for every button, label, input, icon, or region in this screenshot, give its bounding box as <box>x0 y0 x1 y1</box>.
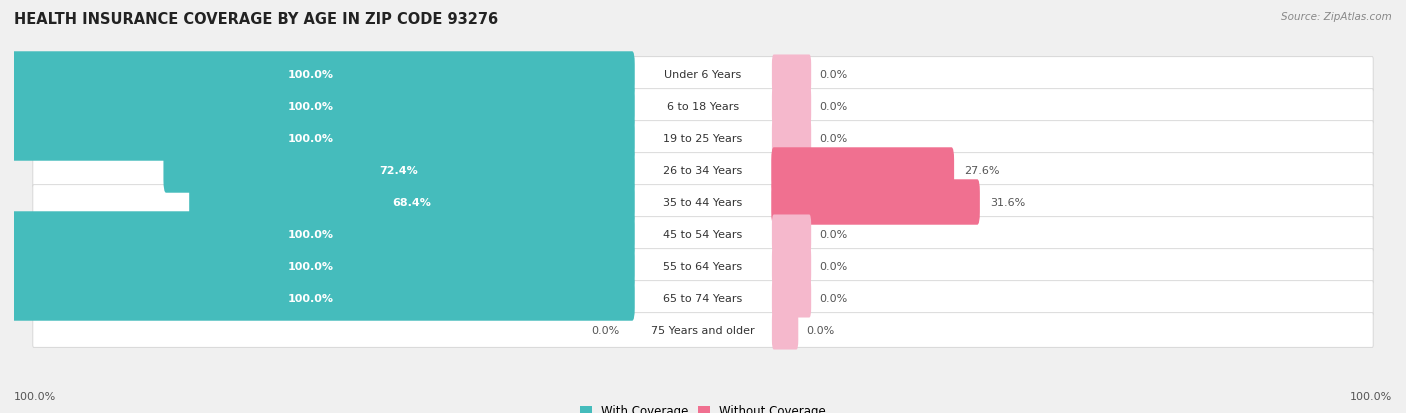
Text: 100.0%: 100.0% <box>287 293 333 303</box>
Text: Source: ZipAtlas.com: Source: ZipAtlas.com <box>1281 12 1392 22</box>
FancyBboxPatch shape <box>32 90 1374 124</box>
FancyBboxPatch shape <box>32 185 1374 220</box>
Text: 0.0%: 0.0% <box>818 70 848 80</box>
Text: 31.6%: 31.6% <box>990 197 1025 207</box>
Text: 19 to 25 Years: 19 to 25 Years <box>664 134 742 144</box>
Text: 100.0%: 100.0% <box>287 134 333 144</box>
FancyBboxPatch shape <box>32 249 1374 284</box>
FancyBboxPatch shape <box>32 121 1374 156</box>
FancyBboxPatch shape <box>0 52 634 97</box>
FancyBboxPatch shape <box>32 57 1374 92</box>
FancyBboxPatch shape <box>772 215 811 254</box>
FancyBboxPatch shape <box>772 180 980 225</box>
FancyBboxPatch shape <box>0 116 634 161</box>
FancyBboxPatch shape <box>772 119 811 158</box>
FancyBboxPatch shape <box>32 153 1374 188</box>
Text: Under 6 Years: Under 6 Years <box>665 70 741 80</box>
FancyBboxPatch shape <box>772 87 811 126</box>
Text: 6 to 18 Years: 6 to 18 Years <box>666 102 740 112</box>
Text: 72.4%: 72.4% <box>380 166 419 176</box>
FancyBboxPatch shape <box>0 244 634 289</box>
Text: 27.6%: 27.6% <box>965 166 1000 176</box>
Text: 100.0%: 100.0% <box>287 230 333 240</box>
Text: 100.0%: 100.0% <box>287 70 333 80</box>
Legend: With Coverage, Without Coverage: With Coverage, Without Coverage <box>575 400 831 413</box>
Text: 0.0%: 0.0% <box>591 325 619 335</box>
Text: 75 Years and older: 75 Years and older <box>651 325 755 335</box>
FancyBboxPatch shape <box>0 275 634 321</box>
FancyBboxPatch shape <box>32 217 1374 252</box>
FancyBboxPatch shape <box>772 279 811 318</box>
FancyBboxPatch shape <box>0 84 634 129</box>
Text: 68.4%: 68.4% <box>392 197 432 207</box>
FancyBboxPatch shape <box>772 311 799 350</box>
Text: 55 to 64 Years: 55 to 64 Years <box>664 261 742 271</box>
FancyBboxPatch shape <box>0 212 634 257</box>
Text: 0.0%: 0.0% <box>818 230 848 240</box>
Text: 100.0%: 100.0% <box>287 102 333 112</box>
Text: 100.0%: 100.0% <box>287 261 333 271</box>
Text: 35 to 44 Years: 35 to 44 Years <box>664 197 742 207</box>
FancyBboxPatch shape <box>772 55 811 94</box>
Text: 100.0%: 100.0% <box>1350 392 1392 401</box>
Text: 26 to 34 Years: 26 to 34 Years <box>664 166 742 176</box>
FancyBboxPatch shape <box>772 247 811 286</box>
FancyBboxPatch shape <box>772 148 955 193</box>
Text: 0.0%: 0.0% <box>818 102 848 112</box>
FancyBboxPatch shape <box>32 281 1374 316</box>
Text: 45 to 54 Years: 45 to 54 Years <box>664 230 742 240</box>
FancyBboxPatch shape <box>32 313 1374 347</box>
Text: 65 to 74 Years: 65 to 74 Years <box>664 293 742 303</box>
Text: HEALTH INSURANCE COVERAGE BY AGE IN ZIP CODE 93276: HEALTH INSURANCE COVERAGE BY AGE IN ZIP … <box>14 12 498 27</box>
Text: 0.0%: 0.0% <box>806 325 834 335</box>
FancyBboxPatch shape <box>190 180 634 225</box>
FancyBboxPatch shape <box>163 148 634 193</box>
Text: 0.0%: 0.0% <box>818 134 848 144</box>
Text: 0.0%: 0.0% <box>818 293 848 303</box>
Text: 0.0%: 0.0% <box>818 261 848 271</box>
Text: 100.0%: 100.0% <box>14 392 56 401</box>
